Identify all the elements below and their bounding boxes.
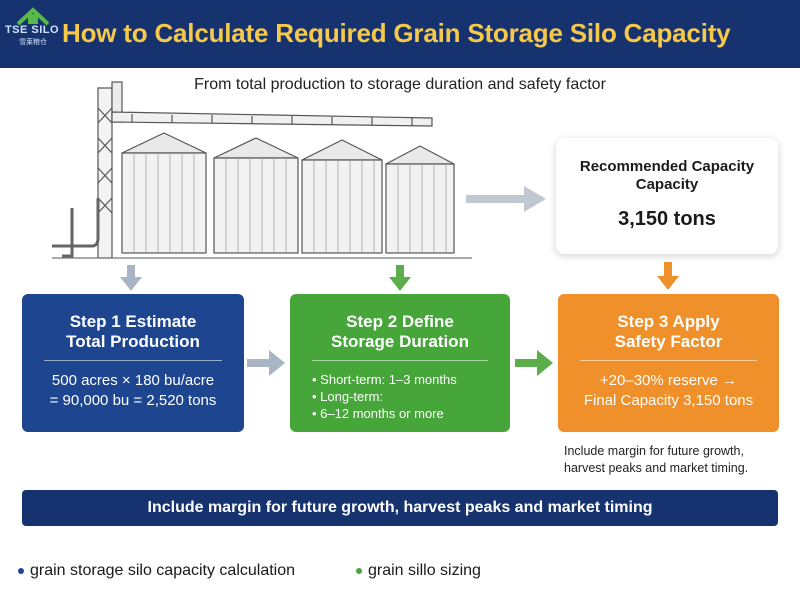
summary-banner: Include margin for future growth, harves… [22, 490, 778, 526]
page-title: How to Calculate Required Grain Storage … [62, 18, 731, 48]
step-2-title-line2: Storage Duration [331, 332, 469, 351]
down-arrow-step1-icon [120, 265, 142, 291]
step-2-card: Step 2 Define Storage Duration Short-ter… [290, 294, 510, 432]
down-arrow-step2-icon [389, 265, 411, 291]
down-arrow-step3-icon [657, 262, 679, 290]
logo-subtext: 雪莱粮仓 [19, 39, 47, 46]
step-3-title-line1: Step 3 Apply [617, 312, 720, 331]
right-arrow-step1-step2-icon [247, 350, 285, 376]
header-bar: TSE SILO 雪莱粮仓 How to Calculate Required … [0, 0, 800, 68]
step-2-divider [312, 360, 488, 361]
side-note-line1: Include margin for future growth, [564, 444, 744, 458]
step-1-title-line1: Step 1 Estimate [69, 312, 197, 331]
tag-label: grain storage silo capacity calculation [30, 562, 296, 579]
recommended-capacity-card: Recommended Capacity Capacity 3,150 tons [556, 138, 778, 254]
page-subtitle: From total production to storage duratio… [194, 76, 606, 93]
grain-silo-illustration [52, 81, 472, 259]
step-3-body-line1: +20–30% reserve → [599, 372, 738, 389]
list-item: Long-term: [312, 388, 510, 405]
step-3-divider [580, 360, 757, 361]
recommended-title-line2: Capacity [635, 176, 699, 193]
bullet-dot-icon [356, 567, 362, 574]
side-note-line2: harvest peaks and market timing. [564, 461, 749, 475]
step-1-body-line2: = 90,000 bu = 2,520 tons [49, 392, 217, 409]
step-2-duration-list: Short-term: 1–3 months Long-term: 6–12 m… [312, 371, 510, 422]
step-1-body-line1: 500 acres × 180 bu/acre [51, 372, 215, 389]
step-2-title-line1: Step 2 Define [346, 312, 454, 331]
side-note: Include margin for future growth, harves… [564, 443, 784, 477]
step-3-title-line2: Safety Factor [614, 332, 723, 351]
step-3-card: Step 3 Apply Safety Factor +20–30% reser… [558, 294, 779, 432]
right-arrow-step2-step3-icon [515, 350, 553, 376]
step-1-title-line2: Total Production [66, 332, 200, 351]
list-item: Short-term: 1–3 months [312, 371, 510, 388]
step-3-body-line2: Final Capacity 3,150 tons [583, 392, 754, 409]
tag-item[interactable]: grain sillo sizing [356, 562, 481, 580]
logo-text: TSE SILO [4, 24, 60, 36]
recommended-title-line1: Recommended Capacity [579, 158, 755, 175]
step-1-card: Step 1 Estimate Total Production 500 acr… [22, 294, 244, 432]
bullet-dot-icon [18, 567, 24, 574]
tag-label: grain sillo sizing [368, 562, 481, 579]
step-1-divider [44, 360, 222, 361]
tse-silo-logo-icon [16, 7, 50, 26]
recommended-value: 3,150 tons [618, 208, 716, 230]
arrow-to-recommendation-icon [466, 186, 546, 212]
list-item: 6–12 months or more [312, 405, 510, 422]
tag-item[interactable]: grain storage silo capacity calculation [18, 562, 295, 580]
